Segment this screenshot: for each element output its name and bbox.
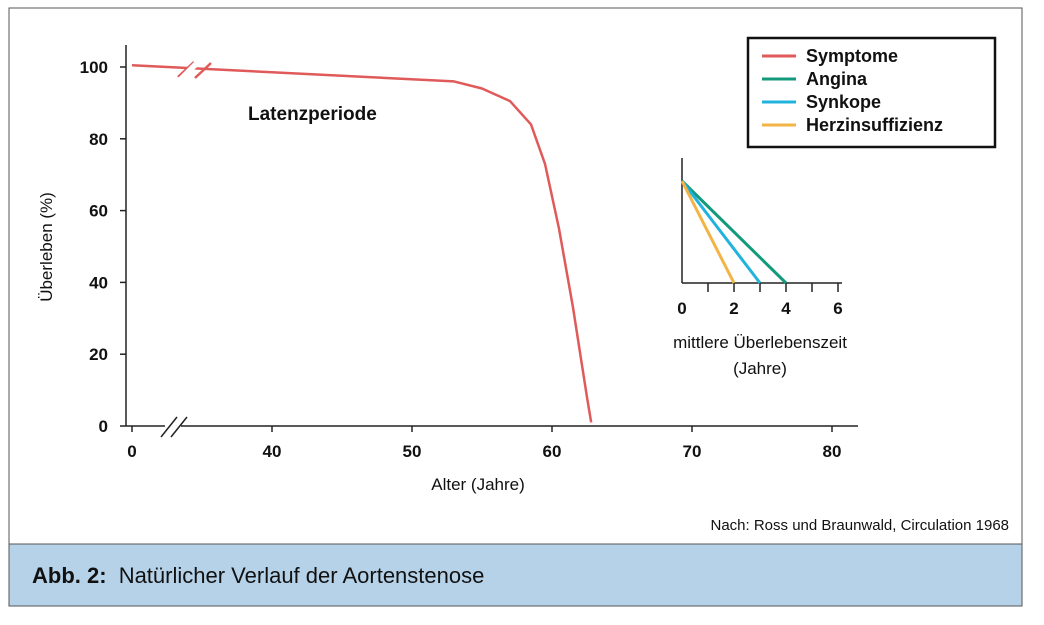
y-tick-label: 20 (89, 345, 108, 364)
latency-annotation: Latenzperiode (248, 104, 377, 125)
legend-label-symptome: Symptome (806, 46, 898, 66)
inset-x-tick-label: 2 (729, 299, 738, 318)
y-tick-label: 60 (89, 202, 108, 221)
x-tick-label: 60 (543, 442, 562, 461)
caption-label: Abb. 2: (32, 563, 107, 588)
curve-break-mark (177, 61, 195, 78)
x-tick-label: 70 (683, 442, 702, 461)
y-tick-label: 100 (80, 58, 108, 77)
x-tick-label: 0 (127, 442, 136, 461)
y-axis-label: Überleben (%) (37, 192, 56, 302)
y-tick-label: 0 (99, 417, 108, 436)
inset-plot: mittlere Überlebenszeit (Jahre) 0 2 4 6 (673, 158, 847, 378)
x-tick-label: 50 (403, 442, 422, 461)
caption-text: Natürlicher Verlauf der Aortenstenose (119, 563, 485, 588)
curve-break-gap (178, 62, 202, 78)
x-tick-label: 80 (823, 442, 842, 461)
inset-x-label-line1: mittlere Überlebenszeit (673, 333, 847, 352)
inset-series-line-angina (680, 179, 788, 285)
main-plot: Latenzperiode Alter (Jahre) Überleben (%… (37, 45, 858, 494)
inset-x-tick-label: 4 (781, 299, 791, 318)
legend-label-synkope: Synkope (806, 92, 881, 112)
inset-x-tick-label: 6 (833, 299, 842, 318)
inset-x-tick-label: 0 (677, 299, 686, 318)
inset-series-line-herzinsuffizienz (680, 180, 736, 284)
x-axis-break-mark (170, 416, 188, 438)
legend: Symptome Angina Synkope Herzinsuffizienz (746, 36, 997, 149)
inset-x-label-line2: (Jahre) (733, 359, 787, 378)
inset-series-line-synkope (680, 180, 762, 284)
caption-bar (8, 543, 1023, 607)
curve-break-mark (194, 62, 212, 79)
y-tick-label: 80 (89, 130, 108, 149)
source-note: Nach: Ross und Braunwald, Circulation 19… (711, 517, 1010, 534)
caption: Abb. 2: Natürlicher Verlauf der Aortenst… (32, 563, 484, 588)
series-line-symptome (131, 63, 593, 423)
x-tick-label: 40 (263, 442, 282, 461)
legend-label-herzinsuffizienz: Herzinsuffizienz (806, 115, 943, 135)
x-axis-label: Alter (Jahre) (431, 475, 525, 494)
legend-label-angina: Angina (806, 69, 868, 89)
y-tick-label: 40 (89, 273, 108, 292)
x-axis-break-mark (160, 416, 178, 438)
